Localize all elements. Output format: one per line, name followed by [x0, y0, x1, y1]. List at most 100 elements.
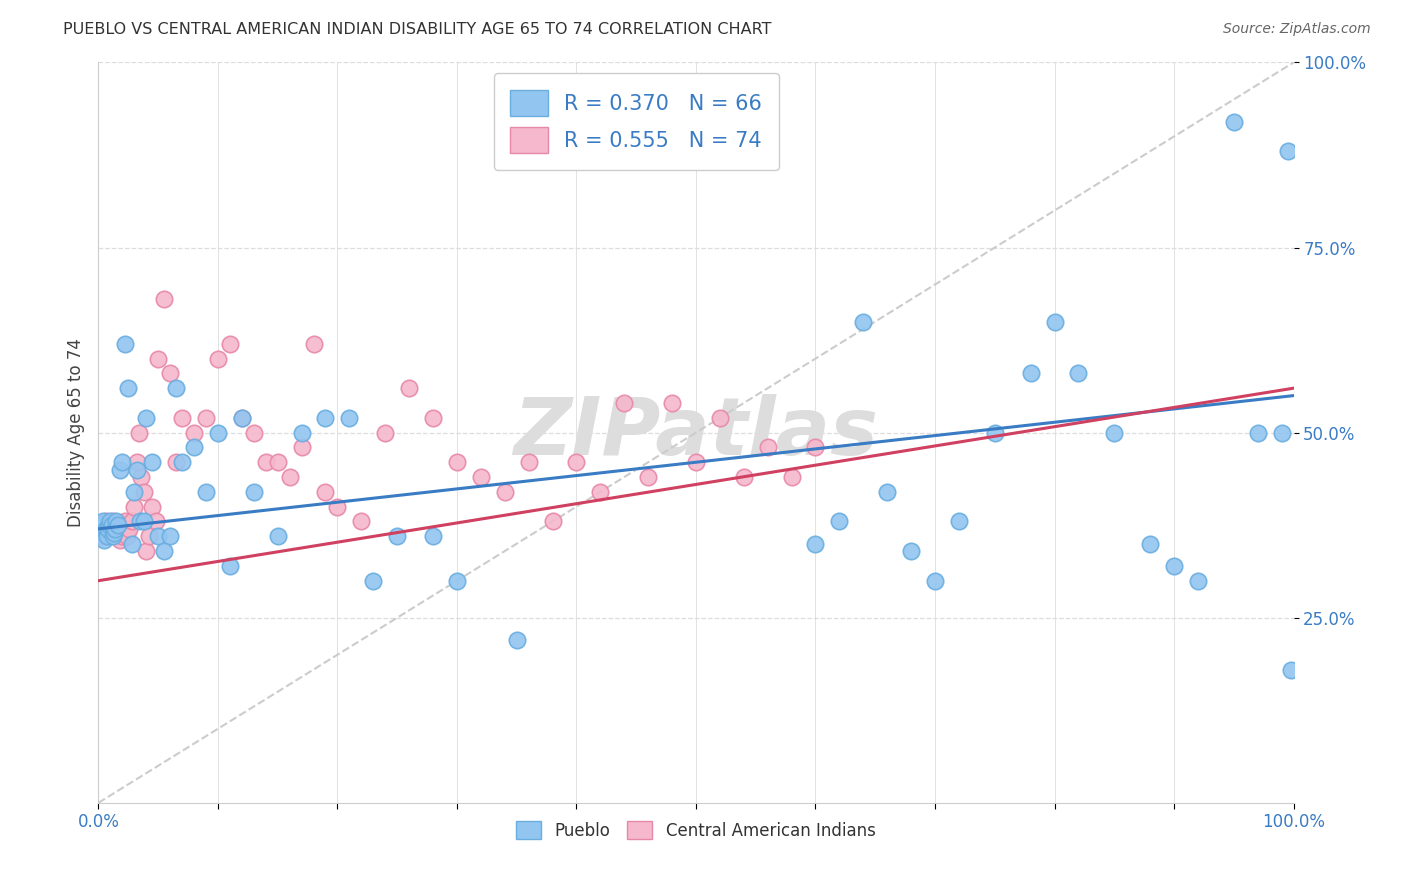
- Text: Source: ZipAtlas.com: Source: ZipAtlas.com: [1223, 22, 1371, 37]
- Point: [948, 515, 970, 529]
- Point: [125, 462, 148, 476]
- Point: [1247, 425, 1270, 440]
- Point: [148, 529, 170, 543]
- Point: [219, 558, 242, 573]
- Point: [267, 455, 290, 469]
- Point: [422, 410, 444, 425]
- Point: [121, 515, 143, 529]
- Point: [115, 525, 138, 540]
- Point: [243, 484, 266, 499]
- Point: [924, 574, 946, 588]
- Point: [108, 462, 131, 476]
- Point: [90, 522, 112, 536]
- Point: [165, 381, 187, 395]
- Point: [422, 529, 444, 543]
- Point: [231, 410, 253, 425]
- Point: [517, 455, 540, 469]
- Point: [1187, 574, 1209, 588]
- Point: [141, 455, 163, 469]
- Point: [94, 515, 117, 529]
- Point: [1019, 367, 1042, 381]
- Point: [135, 410, 157, 425]
- Point: [89, 525, 111, 540]
- Point: [350, 515, 373, 529]
- Point: [135, 544, 157, 558]
- Point: [159, 367, 181, 381]
- Point: [118, 522, 141, 536]
- Point: [165, 455, 187, 469]
- Point: [97, 525, 120, 540]
- Point: [195, 410, 218, 425]
- Point: [780, 470, 803, 484]
- Point: [1163, 558, 1185, 573]
- Point: [1223, 114, 1246, 128]
- Point: [637, 470, 659, 484]
- Point: [96, 529, 118, 543]
- Point: [709, 410, 731, 425]
- Point: [115, 529, 138, 543]
- Point: [103, 525, 125, 540]
- Point: [107, 529, 129, 543]
- Point: [100, 518, 122, 533]
- Point: [98, 529, 121, 543]
- Point: [231, 410, 253, 425]
- Point: [132, 515, 155, 529]
- Legend: Pueblo, Central American Indians: Pueblo, Central American Indians: [510, 814, 882, 847]
- Point: [291, 425, 314, 440]
- Point: [207, 351, 229, 366]
- Point: [105, 515, 128, 529]
- Point: [111, 529, 134, 543]
- Point: [291, 441, 314, 455]
- Point: [91, 529, 114, 543]
- Point: [172, 455, 194, 469]
- Point: [91, 518, 114, 533]
- Point: [117, 518, 139, 533]
- Point: [1043, 314, 1066, 328]
- Point: [828, 515, 851, 529]
- Point: [121, 536, 143, 550]
- Point: [98, 515, 122, 529]
- Point: [804, 441, 827, 455]
- Point: [103, 525, 125, 540]
- Point: [97, 522, 120, 536]
- Point: [267, 529, 290, 543]
- Text: PUEBLO VS CENTRAL AMERICAN INDIAN DISABILITY AGE 65 TO 74 CORRELATION CHART: PUEBLO VS CENTRAL AMERICAN INDIAN DISABI…: [63, 22, 772, 37]
- Point: [900, 544, 922, 558]
- Point: [105, 518, 128, 533]
- Point: [302, 336, 325, 351]
- Point: [107, 522, 129, 536]
- Point: [112, 518, 135, 533]
- Point: [128, 425, 150, 440]
- Point: [506, 632, 529, 647]
- Point: [91, 515, 114, 529]
- Point: [159, 529, 181, 543]
- Point: [183, 441, 205, 455]
- Point: [446, 455, 468, 469]
- Point: [385, 529, 409, 543]
- Point: [1067, 367, 1090, 381]
- Point: [108, 533, 131, 547]
- Point: [132, 484, 155, 499]
- Point: [110, 525, 132, 540]
- Point: [124, 500, 146, 514]
- Point: [984, 425, 1007, 440]
- Point: [131, 470, 153, 484]
- Point: [104, 522, 127, 536]
- Point: [101, 529, 124, 543]
- Point: [243, 425, 266, 440]
- Point: [589, 484, 612, 499]
- Point: [111, 455, 134, 469]
- Point: [91, 525, 114, 540]
- Point: [1277, 145, 1299, 159]
- Point: [613, 396, 636, 410]
- Point: [541, 515, 564, 529]
- Point: [94, 522, 117, 536]
- Point: [446, 574, 468, 588]
- Point: [315, 410, 337, 425]
- Point: [363, 574, 385, 588]
- Point: [339, 410, 361, 425]
- Point: [90, 518, 112, 533]
- Point: [129, 515, 152, 529]
- Point: [398, 381, 420, 395]
- Point: [207, 425, 229, 440]
